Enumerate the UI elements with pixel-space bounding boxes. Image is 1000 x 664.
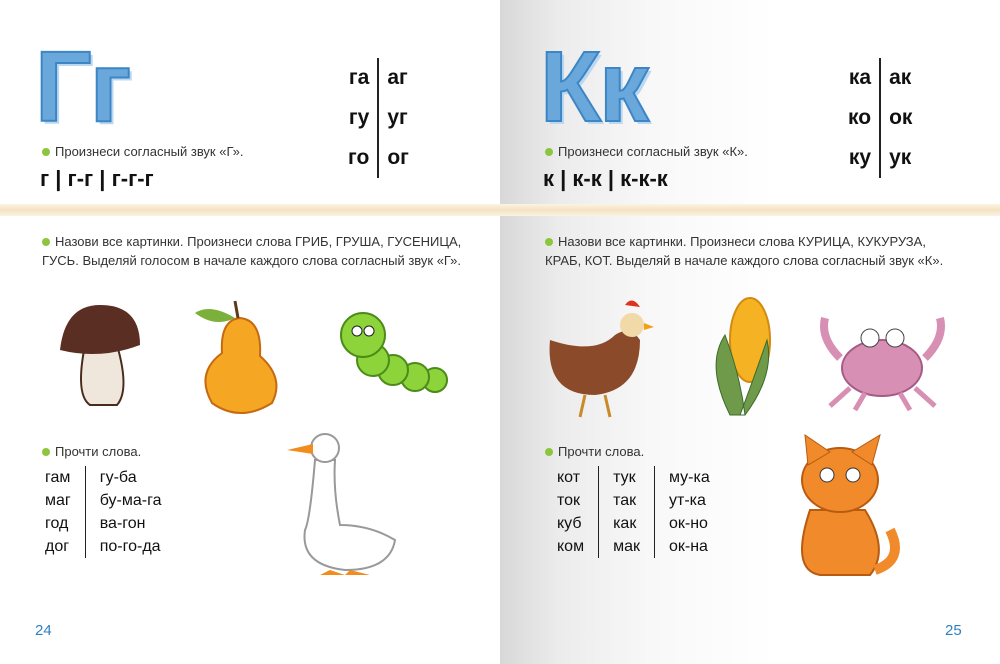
instruction-read: Прочти слова. <box>545 442 644 461</box>
syllable: ак <box>889 66 912 89</box>
bullet-icon <box>42 238 50 246</box>
sound-pattern: к | к-к | к-к-к <box>543 166 668 191</box>
word: ток <box>557 491 581 509</box>
syllable: гу <box>340 98 380 138</box>
crab-picture <box>820 317 945 412</box>
word: дог <box>45 537 70 555</box>
syllable: ук <box>889 146 912 169</box>
syllable: га <box>340 58 380 98</box>
word: бу-ма-га <box>84 489 176 512</box>
caterpillar-picture <box>340 312 448 393</box>
bullet-icon <box>545 448 553 456</box>
word: ок-но <box>653 512 724 535</box>
syllable-table: га аг гу уг го ог <box>340 58 417 178</box>
instruction-text: Произнеси согласный звук «К». <box>558 144 748 159</box>
instruction-text: Назови все картинки. Произнеси слова КУР… <box>545 234 944 268</box>
bullet-icon <box>545 238 553 246</box>
word: ва-гон <box>84 512 176 535</box>
syllable: ку <box>840 138 882 178</box>
word: гам <box>45 468 71 486</box>
syllable-table: ка ак ко ок ку ук <box>840 58 920 178</box>
cat-picture <box>801 433 900 576</box>
page-left: Гг га аг гу уг го ог Произнеси согласный зв… <box>33 30 462 639</box>
divider-band <box>0 204 1000 216</box>
corn-picture <box>715 297 771 416</box>
sound-pattern: г | г-г | г-г-г <box>40 166 154 191</box>
bullet-icon <box>545 148 553 156</box>
instruction-name: Назови все картинки. Произнеси слова ГРИ… <box>42 232 462 270</box>
word: маг <box>45 491 71 509</box>
word: гу-ба <box>84 466 176 489</box>
letter-heading: Гг <box>34 30 132 144</box>
word: ут-ка <box>653 489 724 512</box>
word-table: гам гу-ба маг бу-ма-га год ва-гон дог по-го-… <box>45 466 176 558</box>
syllable: го <box>340 138 380 178</box>
word: тук <box>598 466 655 489</box>
word: куб <box>557 514 582 532</box>
bullet-icon <box>42 148 50 156</box>
word: год <box>45 514 69 532</box>
syllable: ка <box>840 58 882 98</box>
instruction-sound: Произнеси согласный звук «Г». <box>42 142 243 161</box>
word: мак <box>598 535 655 558</box>
instruction-text: Прочти слова. <box>558 444 645 459</box>
pear-picture <box>195 300 278 414</box>
letter-heading: Кк <box>539 30 650 144</box>
instruction-name: Назови все картинки. Произнеси слова КУР… <box>545 232 965 270</box>
page-number: 25 <box>945 622 962 639</box>
instruction-text: Прочти слова. <box>55 444 142 459</box>
word: ком <box>557 537 585 555</box>
syllable: ко <box>840 98 882 138</box>
word: как <box>598 512 655 535</box>
page-number: 24 <box>35 622 52 639</box>
syllable: аг <box>387 66 408 89</box>
instruction-sound: Произнеси согласный звук «К». <box>545 142 748 161</box>
syllable: уг <box>387 106 408 129</box>
instruction-text: Назови все картинки. Произнеси слова ГРИ… <box>42 234 462 268</box>
hen-picture <box>549 300 654 418</box>
word: ок-на <box>653 535 724 558</box>
instruction-text: Произнеси согласный звук «Г». <box>55 144 244 159</box>
word: так <box>598 489 655 512</box>
page-right: Кк ка ак ко ок ку ук Произнеси согласный зв… <box>500 0 1000 664</box>
word: му-ка <box>653 466 724 489</box>
mushroom-picture <box>60 305 140 406</box>
bullet-icon <box>42 448 50 456</box>
word-table: кот тук му-ка ток так ут-ка куб как ок-но ком м… <box>557 466 724 558</box>
goose-picture <box>287 433 397 575</box>
word: кот <box>557 468 581 486</box>
syllable: ог <box>387 146 409 169</box>
word: по-го-да <box>84 535 176 558</box>
syllable: ок <box>889 106 913 129</box>
instruction-read: Прочти слова. <box>42 442 141 461</box>
